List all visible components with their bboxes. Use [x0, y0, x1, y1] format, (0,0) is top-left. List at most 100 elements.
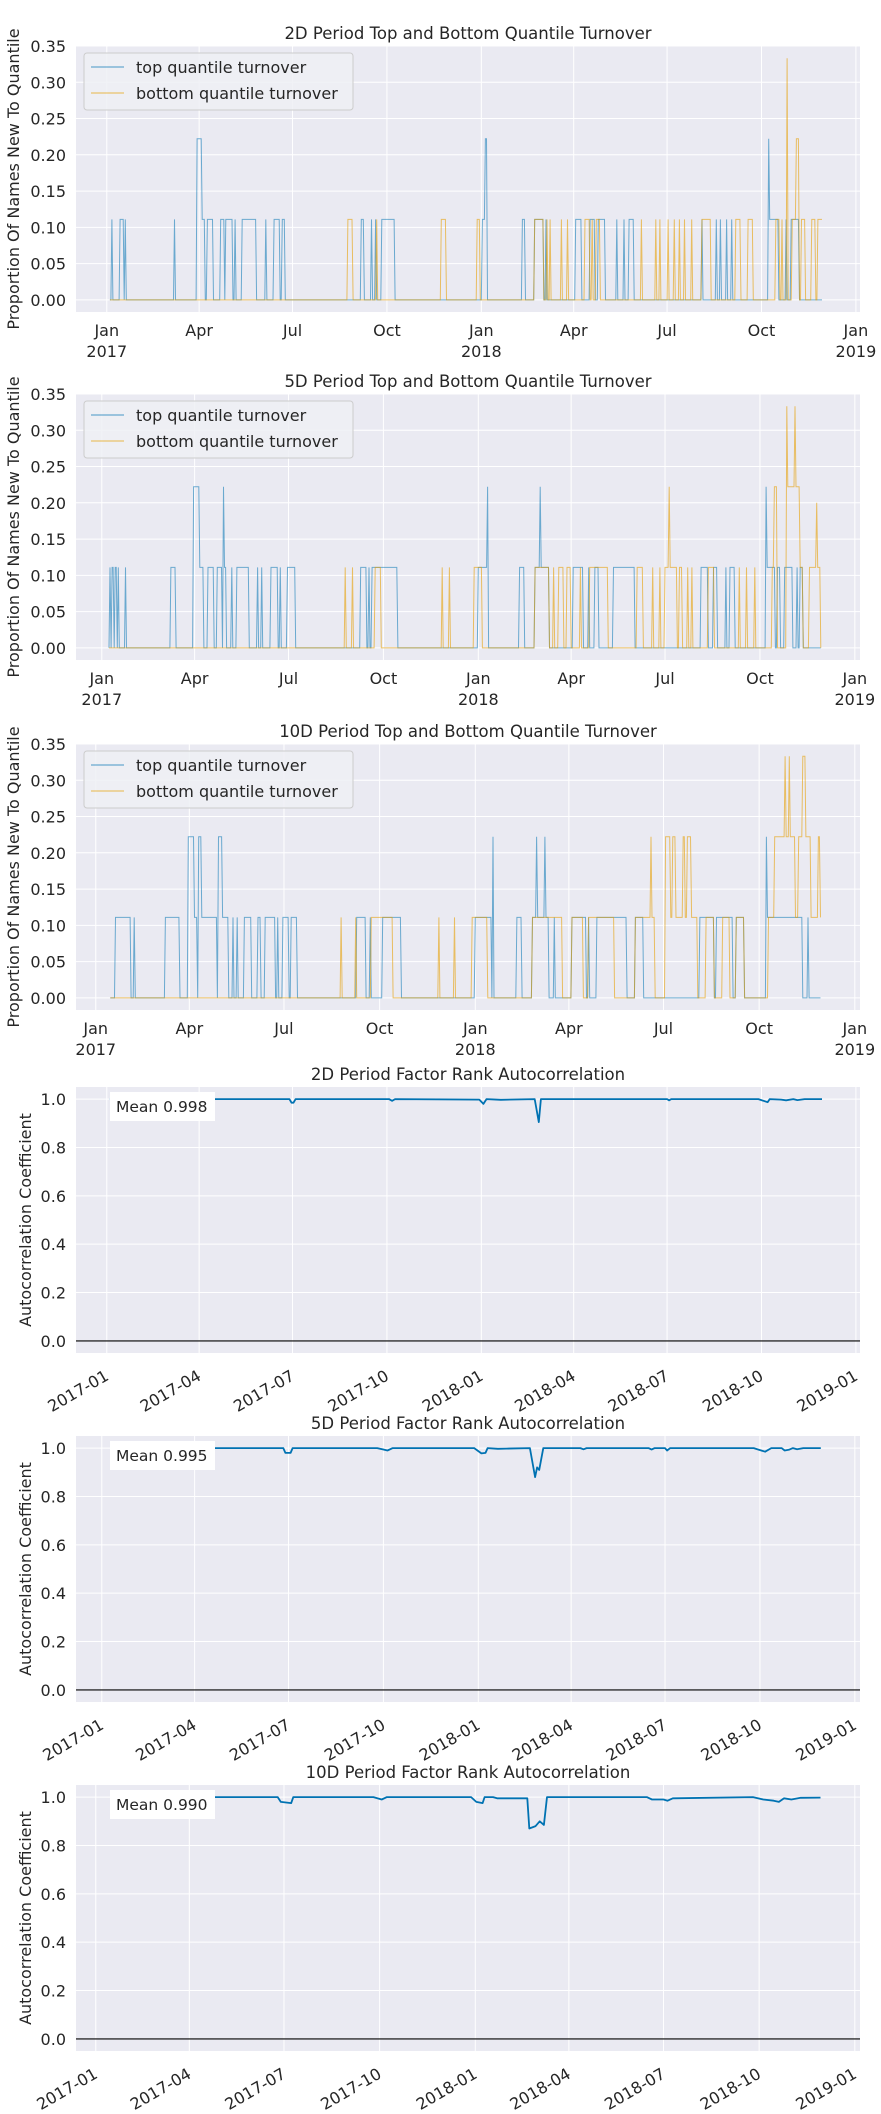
- x-tick-label: 2017-07: [226, 1715, 293, 1765]
- x-tick-label: 2018-04: [511, 1366, 578, 1416]
- y-tick-label: 0.25: [30, 110, 66, 129]
- x-tick-label: 2018-04: [506, 2064, 573, 2114]
- x-tick-label: Jan: [842, 669, 868, 688]
- y-tick-label: 0.25: [30, 808, 66, 827]
- x-tick-label: 2017-07: [230, 1366, 297, 1416]
- x-tick-label: Jul: [653, 1019, 673, 1038]
- y-tick-label: 0.30: [30, 73, 66, 92]
- x-tick-label: 2017-04: [137, 1366, 204, 1416]
- legend-box: [83, 52, 354, 111]
- legend-box: [83, 400, 354, 459]
- autocorrelation-chart: 10D Period Factor Rank Autocorrelation 0.…: [16, 1763, 860, 2114]
- y-tick-label: 1.0: [41, 1439, 66, 1458]
- top-quantile-turnover-line: [108, 486, 821, 649]
- y-tick-label: 0.10: [30, 566, 66, 585]
- bottom-quantile-turnover-line: [109, 58, 822, 301]
- x-tick-label: 2019-01: [792, 1715, 859, 1765]
- x-tick-label: Apr: [560, 321, 588, 340]
- x-tick-label: 2018-07: [603, 1715, 670, 1765]
- x-tick-label: 2018-10: [699, 1366, 766, 1416]
- y-tick-label: 0.0: [41, 1681, 66, 1700]
- x-tick-year-label: 2017: [81, 690, 122, 709]
- y-tick-label: 0.35: [30, 735, 66, 754]
- y-tick-label: 0.8: [41, 1138, 66, 1157]
- x-tick-label: Jan: [841, 1019, 867, 1038]
- x-tick-year-label: 2019: [834, 1040, 875, 1059]
- y-tick-label: 0.6: [41, 1187, 66, 1206]
- chart-title: 2D Period Factor Rank Autocorrelation: [311, 1065, 625, 1084]
- y-tick-label: 0.30: [30, 771, 66, 790]
- y-tick-label: 0.05: [30, 255, 66, 274]
- x-tick-label: 2018-01: [416, 1715, 483, 1765]
- y-tick-label: 0.8: [41, 1487, 66, 1506]
- legend: top quantile turnover bottom quantile tur…: [83, 52, 354, 111]
- plot-area: [76, 1785, 860, 2051]
- y-tick-label: 0.4: [41, 1235, 66, 1254]
- x-tick-year-label: 2019: [836, 342, 877, 361]
- y-tick-label: 1.0: [41, 1090, 66, 1109]
- x-tick-year-label: 2017: [86, 342, 127, 361]
- x-tick-label: Apr: [181, 669, 209, 688]
- plot-area: [76, 1436, 860, 1702]
- y-tick-label: 0.05: [30, 953, 66, 972]
- y-tick-label: 0.0: [41, 2030, 66, 2049]
- x-tick-label: Oct: [370, 669, 398, 688]
- y-tick-label: 0.4: [41, 1933, 66, 1952]
- x-tick-label: Jul: [278, 669, 298, 688]
- x-tick-label: 2017-04: [132, 1715, 199, 1765]
- y-tick-label: 0.00: [30, 291, 66, 310]
- x-tick-label: 2017-10: [317, 2064, 384, 2114]
- legend-box: [83, 750, 354, 809]
- x-tick-label: 2019-01: [792, 2064, 859, 2114]
- x-tick-label: Oct: [373, 321, 401, 340]
- x-tick-label: Oct: [748, 321, 776, 340]
- x-tick-label: 2017-01: [33, 2064, 100, 2114]
- mean-annotation: Mean 0.995: [110, 1441, 215, 1470]
- x-tick-year-label: 2019: [834, 690, 875, 709]
- x-tick-label: 2018-04: [509, 1715, 576, 1765]
- y-tick-label: 0.15: [30, 880, 66, 899]
- y-tick-label: 0.8: [41, 1836, 66, 1855]
- y-tick-label: 0.25: [30, 458, 66, 477]
- autocorrelation-chart: 5D Period Factor Rank Autocorrelation 0.0…: [16, 1414, 860, 1765]
- autocorrelation-line: [110, 1447, 821, 1478]
- autocorrelation-chart: 2D Period Factor Rank Autocorrelation 0.0…: [16, 1065, 861, 1416]
- mean-value: Mean 0.990: [116, 1796, 208, 1814]
- x-tick-label: Apr: [555, 1019, 583, 1038]
- mean-value: Mean 0.998: [116, 1098, 208, 1116]
- top-quantile-turnover-line: [110, 836, 821, 999]
- x-tick-label: 2018-01: [419, 1366, 486, 1416]
- y-tick-label: 0.00: [30, 989, 66, 1008]
- x-tick-label: 2019-01: [793, 1366, 860, 1416]
- x-tick-label: 2018-01: [413, 2064, 480, 2114]
- x-tick-label: Jan: [468, 321, 494, 340]
- x-tick-year-label: 2018: [461, 342, 502, 361]
- y-tick-label: 0.35: [30, 37, 66, 56]
- x-tick-label: 2017-07: [222, 2064, 289, 2114]
- chart-title: 10D Period Factor Rank Autocorrelation: [306, 1763, 631, 1782]
- chart-title: 10D Period Top and Bottom Quantile Turno…: [279, 722, 657, 741]
- mean-box: [110, 1790, 215, 1819]
- y-tick-label: 0.35: [30, 385, 66, 404]
- x-tick-label: Jan: [93, 321, 119, 340]
- x-tick-label: Apr: [175, 1019, 203, 1038]
- legend-label: top quantile turnover: [136, 58, 307, 77]
- mean-annotation: Mean 0.990: [110, 1790, 215, 1819]
- y-axis-label: Autocorrelation Coefficient: [16, 1811, 35, 2025]
- x-tick-label: 2017-01: [44, 1366, 111, 1416]
- x-tick-label: 2018-07: [601, 2064, 668, 2114]
- y-tick-label: 0.15: [30, 530, 66, 549]
- bottom-quantile-turnover-line: [110, 755, 821, 999]
- y-tick-label: 0.00: [30, 639, 66, 658]
- x-tick-label: Jul: [654, 669, 674, 688]
- turnover-chart: 2D Period Top and Bottom Quantile Turnov…: [4, 24, 876, 361]
- y-axis-label: Proportion Of Names New To Quantile: [4, 28, 23, 329]
- legend-label: top quantile turnover: [136, 756, 307, 775]
- x-tick-label: 2017-01: [39, 1715, 106, 1765]
- y-tick-label: 0.20: [30, 146, 66, 165]
- chart-title: 2D Period Top and Bottom Quantile Turnov…: [284, 24, 651, 43]
- x-tick-label: Jul: [656, 321, 676, 340]
- chart-title: 5D Period Factor Rank Autocorrelation: [311, 1414, 625, 1433]
- y-tick-label: 1.0: [41, 1788, 66, 1807]
